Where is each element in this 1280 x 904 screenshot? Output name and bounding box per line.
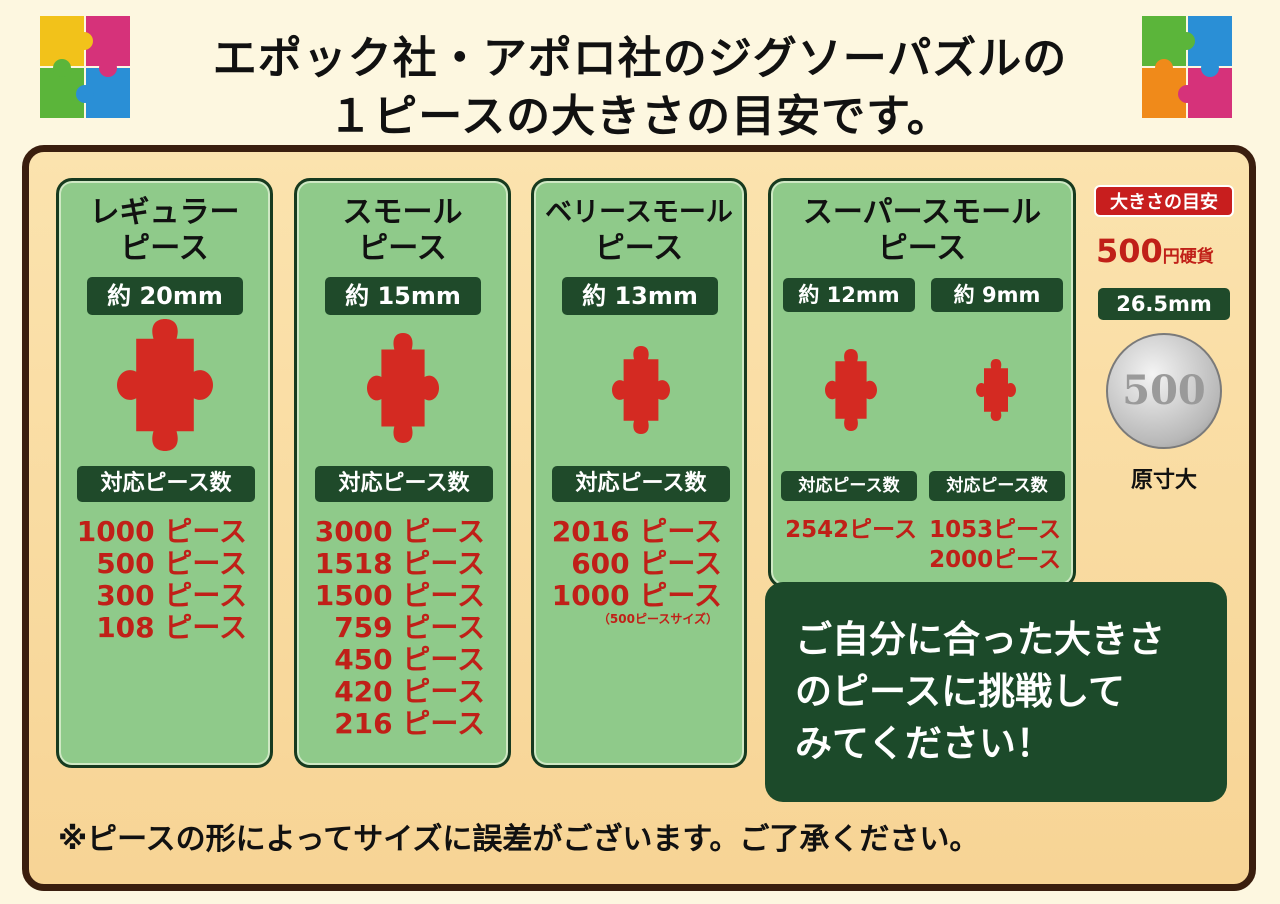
count-header: 対応ピース数 <box>315 466 493 502</box>
count-item: 600 ピース <box>571 547 722 580</box>
count-item: 2016 ピース <box>551 515 722 548</box>
puzzle-piece-icon <box>612 346 670 434</box>
panel-name: ベリースモール <box>545 197 733 228</box>
size-badge: 約 12mm <box>783 278 915 312</box>
count-list: 1000 ピース 500 ピース 300 ピース 108 ピース <box>59 516 247 644</box>
count-item: 759 ピース <box>334 611 485 644</box>
count-item: 3000 ピース <box>314 515 485 548</box>
panel-name: ピース <box>594 231 684 266</box>
count-list: 3000 ピース 1518 ピース 1500 ピース 759 ピース 450 ピ… <box>297 516 485 740</box>
count-list: 1053ピース 2000ピース <box>921 515 1061 575</box>
puzzle-logo-right <box>1142 16 1232 118</box>
puzzle-piece-icon <box>825 349 877 431</box>
size-badge: 約 20mm <box>87 277 243 315</box>
message-box: ご自分に合った大きさ のピースに挑戦して みてください！ <box>765 582 1227 802</box>
count-item: 500 ピース <box>96 547 247 580</box>
count-item: 216 ピース <box>334 707 485 740</box>
puzzle-piece-icon <box>976 359 1016 421</box>
puzzle-logo-left <box>40 16 130 118</box>
panel-regular: レギュラー ピース 約 20mm 対応ピース数 1000 ピース 500 ピース… <box>56 178 273 768</box>
panel-super-small: スーパースモール ピース 約 12mm 約 9mm 対応ピース数 対応ピース数 … <box>768 178 1076 588</box>
actual-size-label: 原寸大 <box>1130 468 1197 493</box>
count-list: 2542ピース <box>781 515 917 545</box>
coin-500-yen-icon: 500 <box>1106 333 1222 449</box>
size-badge: 約 15mm <box>325 277 481 315</box>
panel-very-small: ベリースモール ピース 約 13mm 対応ピース数 2016 ピース 600 ピ… <box>531 178 747 768</box>
count-item: 2542ピース <box>785 517 917 543</box>
count-item: 1500 ピース <box>314 579 485 612</box>
size-badge: 約 13mm <box>562 277 718 315</box>
coin-value: 500 <box>1096 232 1163 270</box>
title-line-2: １ピースの大きさの目安です。 <box>328 91 952 142</box>
count-item: 1518 ピース <box>314 547 485 580</box>
count-note: （500ピースサイズ） <box>597 612 718 626</box>
count-header: 対応ピース数 <box>77 466 255 502</box>
count-header: 対応ピース数 <box>929 471 1065 501</box>
count-item: 108 ピース <box>96 611 247 644</box>
puzzle-piece-icon <box>367 333 439 443</box>
count-item: 1000 ピース <box>551 579 722 612</box>
panel-name: スーパースモール <box>802 195 1042 230</box>
count-item: 420 ピース <box>334 675 485 708</box>
panel-name: スモール <box>342 195 463 230</box>
footnote: ※ピースの形によってサイズに誤差がございます。ご了承ください。 <box>58 822 980 857</box>
message-line: ご自分に合った大きさ <box>795 618 1165 661</box>
message-line: のピースに挑戦して <box>795 670 1126 713</box>
panel-name: レギュラー <box>89 195 240 230</box>
count-item: 1000 ピース <box>76 515 247 548</box>
count-item: 300 ピース <box>96 579 247 612</box>
panel-name: ピース <box>120 231 209 266</box>
reference-badge: 大きさの目安 <box>1094 185 1234 217</box>
coin-unit: 円硬貨 <box>1162 247 1214 267</box>
count-item: 450 ピース <box>334 643 485 676</box>
panel-name: ピース <box>877 231 967 266</box>
panel-name: ピース <box>358 231 447 266</box>
count-item: 2000ピース <box>929 547 1061 573</box>
size-badge: 約 9mm <box>931 278 1063 312</box>
panel-small: スモール ピース 約 15mm 対応ピース数 3000 ピース 1518 ピース… <box>294 178 511 768</box>
count-list: 2016 ピース 600 ピース 1000 ピース （500ピースサイズ） <box>534 515 722 627</box>
message-line: みてください！ <box>795 722 1053 765</box>
title-line-1: エポック社・アポロ社のジグソーパズルの <box>212 33 1068 84</box>
count-header: 対応ピース数 <box>552 466 730 502</box>
count-header: 対応ピース数 <box>781 471 917 501</box>
coin-size-badge: 26.5mm <box>1098 288 1230 320</box>
count-item: 1053ピース <box>929 517 1061 543</box>
coin-label: 500円硬貨 <box>1096 232 1236 270</box>
puzzle-piece-icon <box>117 319 213 451</box>
